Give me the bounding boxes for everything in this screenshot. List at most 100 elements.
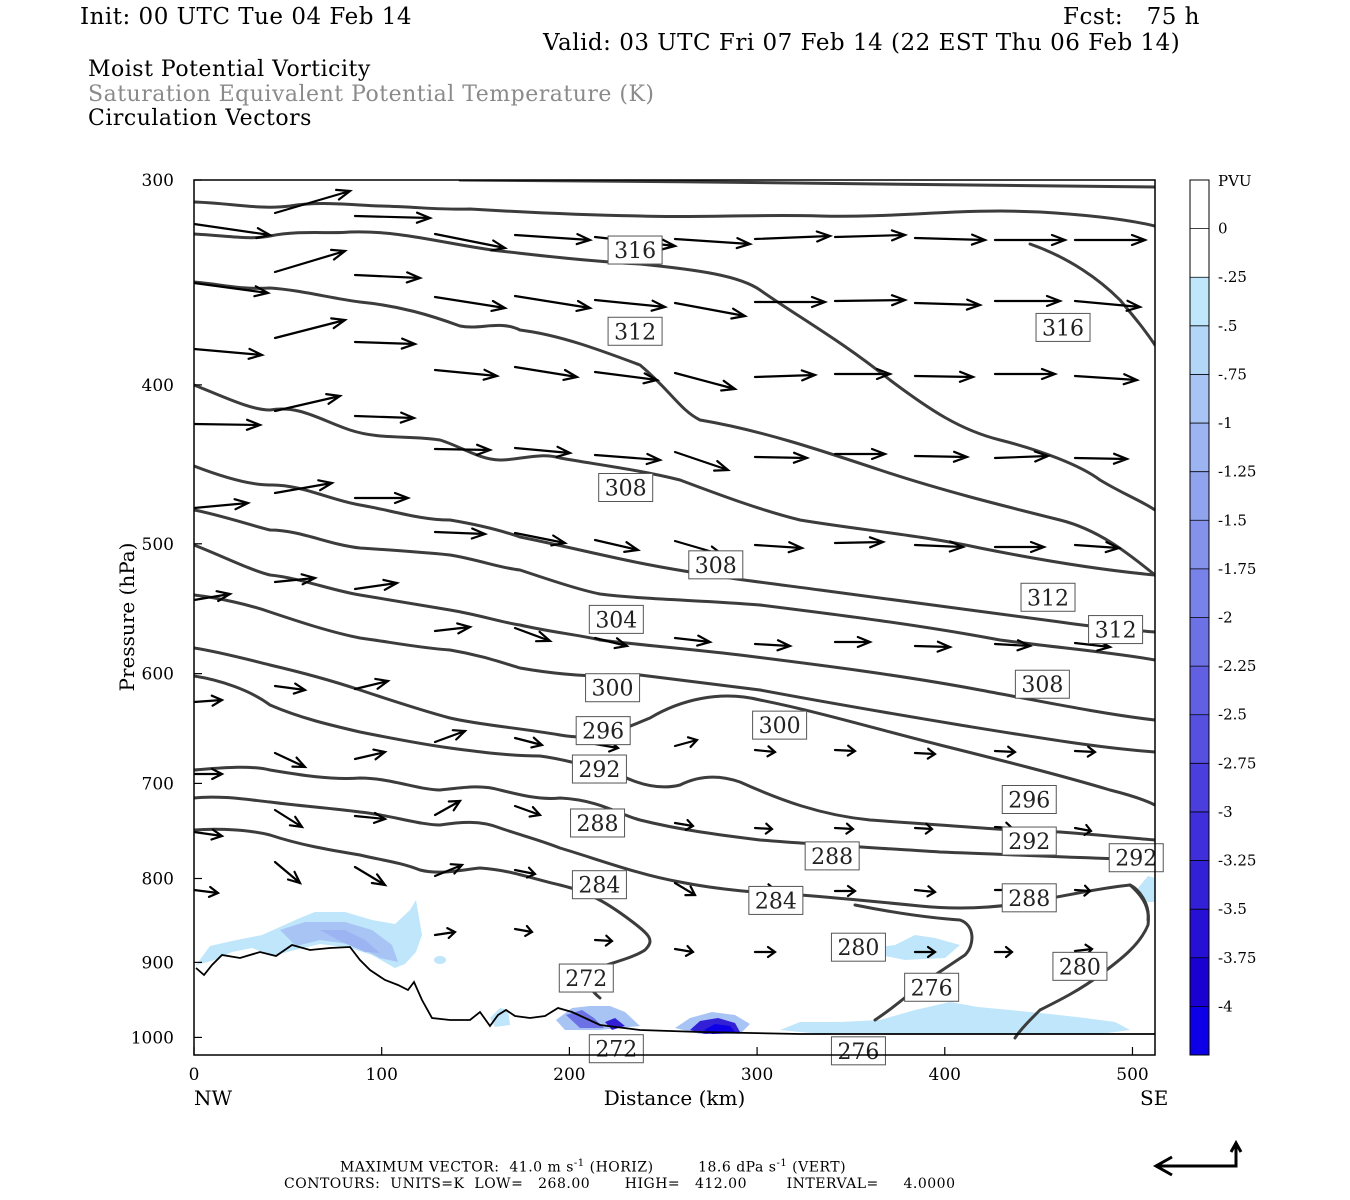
contour-line <box>194 646 1155 807</box>
terrain-line <box>195 944 1155 1035</box>
field-title-vectors: Circulation Vectors <box>88 106 312 131</box>
colorbar-swatch <box>1190 568 1209 618</box>
colorbar-label: 0 <box>1218 220 1228 238</box>
colorbar-label: -2.25 <box>1218 657 1256 675</box>
vector-arrow <box>993 540 1048 554</box>
contour-label-box <box>1001 826 1057 856</box>
axes: 0 100 200 300 400 500 300 400 500 600 700 800 900 100… <box>115 171 1168 1110</box>
colorbar-swatch <box>1190 909 1209 959</box>
vector-arrow <box>913 822 934 835</box>
vector-arrow <box>194 281 272 298</box>
contour-line <box>194 674 1155 842</box>
vector-arrow <box>353 491 412 505</box>
vector-arrow <box>273 573 319 586</box>
vector-arrow <box>913 747 937 760</box>
contour-label: 280 <box>1059 955 1101 980</box>
vector-arrow <box>273 317 348 340</box>
vector-arrow <box>593 538 641 553</box>
contour-label: 272 <box>565 967 607 992</box>
colorbar-label: -1.25 <box>1218 463 1256 481</box>
contour-label: 304 <box>595 608 637 633</box>
vector-arrow <box>673 818 695 831</box>
vector-arrow <box>993 945 1014 959</box>
vector-arrow <box>913 370 977 383</box>
vector-arrow <box>993 450 1052 463</box>
colorbar-swatch <box>1190 714 1209 764</box>
vector-arrow <box>513 866 537 879</box>
contour-label: 292 <box>578 758 620 783</box>
colorbar-label: -3.75 <box>1218 949 1256 967</box>
contour-label: 296 <box>1008 789 1050 814</box>
contour-label-box <box>570 808 626 838</box>
vector-arrow <box>753 295 829 309</box>
contour-label-box <box>752 710 808 740</box>
colorbar-swatch <box>1190 811 1209 862</box>
vector-arrow <box>1073 884 1092 897</box>
contour-line <box>1028 242 1155 347</box>
x-tick-label: 500 <box>1116 1065 1148 1085</box>
colorbar-label: -2.5 <box>1218 706 1247 724</box>
contour-line <box>194 593 1155 754</box>
contour-label: 308 <box>695 554 737 579</box>
colorbar-swatch <box>1190 860 1209 910</box>
vector-arrow <box>593 370 661 385</box>
vector-arrow <box>433 295 509 312</box>
contour-line <box>194 543 1155 722</box>
init-time: Init: 00 UTC Tue 04 Feb 14 <box>80 4 413 30</box>
vector-arrow <box>433 443 494 456</box>
vector-arrow <box>993 745 1017 758</box>
contour-line <box>194 508 1155 662</box>
colorbar-swatch <box>1190 277 1209 327</box>
vector-arrow <box>353 677 391 691</box>
contour-label-box <box>830 932 886 962</box>
x-tick-label: 100 <box>365 1065 397 1085</box>
contour-line <box>194 827 652 1000</box>
vector-arrow <box>673 237 754 250</box>
contour-label-box <box>598 472 654 502</box>
vector-arrow <box>1073 745 1097 758</box>
vector-arrow <box>673 301 749 320</box>
colorbar-swatch <box>1190 180 1209 230</box>
vector-arrow <box>513 531 568 547</box>
contour-label: 308 <box>1021 673 1063 698</box>
vector-arrow <box>513 804 543 818</box>
contour-label: 292 <box>1008 830 1050 855</box>
vector-arrow <box>753 230 834 243</box>
vector-arrow <box>753 945 777 959</box>
colorbar-swatch <box>1190 1006 1209 1056</box>
vector-arrow <box>194 694 225 707</box>
vector-arrow <box>913 298 984 311</box>
vector-arrow <box>433 927 457 940</box>
contour-label-box <box>904 972 960 1002</box>
vector-arrow <box>673 736 700 748</box>
colorbar-label: -3.5 <box>1218 900 1247 918</box>
vector-arrow <box>273 248 348 274</box>
contour-label: 312 <box>614 320 656 345</box>
vector-arrow <box>1073 452 1131 465</box>
contour-line <box>853 903 974 1022</box>
vector-arrow <box>353 748 388 761</box>
contour-label: 288 <box>577 812 619 837</box>
vector-arrow <box>593 452 664 466</box>
contour-label: 312 <box>1095 619 1137 644</box>
contour-label-box <box>1108 843 1164 873</box>
vector-arrow <box>833 229 909 242</box>
vector-arrow <box>273 808 305 829</box>
colorbar-swatch <box>1190 228 1209 278</box>
contour-line <box>194 383 1155 577</box>
plot-frame <box>193 179 1156 1056</box>
vector-arrow <box>513 233 594 246</box>
theta-e-contours <box>194 180 1155 1040</box>
valid-time: Valid: 03 UTC Fri 07 Feb 14 (22 EST Thu … <box>543 30 1181 56</box>
contour-label: 308 <box>605 476 647 501</box>
vector-arrow <box>194 590 233 603</box>
colorbar-swatch <box>1190 471 1209 521</box>
contour-label-box <box>575 716 631 746</box>
vector-arrow <box>753 451 811 464</box>
contour-labels: 316 316 312 312 312 308 308 308 304 300 300 296 296 2… <box>558 235 1164 1066</box>
vector-arrow <box>353 811 388 824</box>
vector-arrow <box>753 822 774 835</box>
colorbar-swatch <box>1190 520 1209 570</box>
contour-label: 316 <box>1042 316 1084 341</box>
